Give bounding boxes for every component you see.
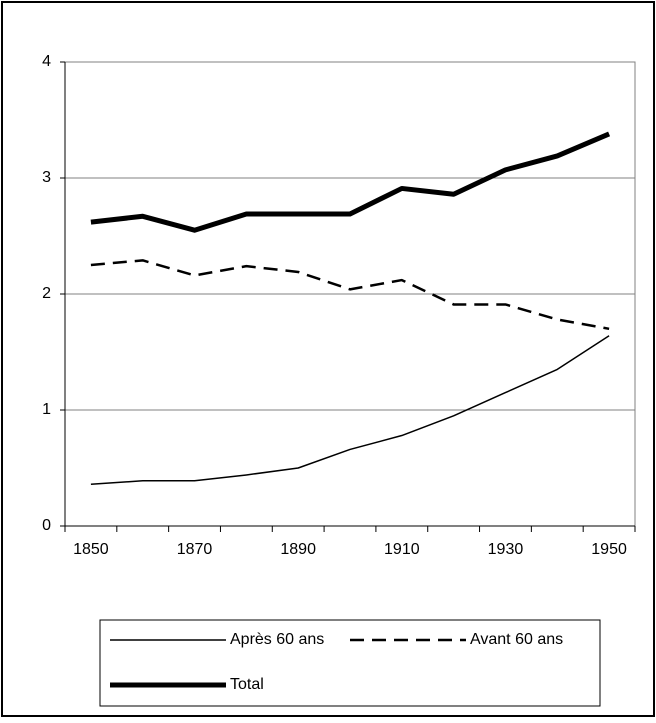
x-tick-label: 1910 — [384, 541, 420, 558]
series-line — [90, 259, 610, 331]
x-tick-label: 1850 — [73, 541, 109, 558]
x-tick-label: 1950 — [591, 541, 627, 558]
legend-label: Avant 60 ans — [470, 631, 563, 648]
y-tick-label: 2 — [42, 285, 51, 302]
legend-box — [99, 619, 601, 707]
legend-label: Total — [230, 676, 264, 693]
y-tick-label: 1 — [42, 401, 51, 418]
series-line — [90, 335, 610, 485]
series-line — [90, 131, 611, 233]
y-tick-label: 0 — [42, 517, 51, 534]
y-tick-label: 3 — [42, 169, 51, 186]
x-tick-label: 1930 — [488, 541, 524, 558]
x-tick-label: 1890 — [280, 541, 316, 558]
x-tick-label: 1870 — [177, 541, 213, 558]
y-tick-label: 4 — [42, 53, 51, 70]
legend-label: Après 60 ans — [230, 631, 324, 648]
